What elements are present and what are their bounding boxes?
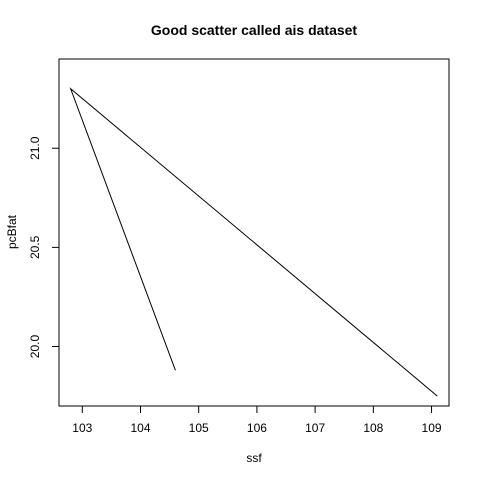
chart-title: Good scatter called ais dataset bbox=[151, 22, 358, 38]
y-tick-label: 20.0 bbox=[28, 335, 42, 359]
y-tick-label: 21.0 bbox=[28, 136, 42, 160]
x-tick-label: 106 bbox=[247, 421, 267, 435]
x-tick-label: 104 bbox=[130, 421, 150, 435]
y-tick-label: 20.5 bbox=[28, 235, 42, 259]
x-axis: 103 104 105 106 107 108 109 bbox=[72, 406, 442, 435]
plot-box bbox=[58, 58, 450, 407]
x-tick-label: 108 bbox=[363, 421, 383, 435]
x-tick-label: 109 bbox=[422, 421, 442, 435]
x-axis-label: ssf bbox=[246, 451, 262, 465]
y-axis: 20.0 20.5 21.0 bbox=[28, 136, 59, 358]
x-tick-label: 105 bbox=[189, 421, 209, 435]
x-tick-label: 107 bbox=[305, 421, 325, 435]
y-axis-label: pcBfat bbox=[5, 214, 19, 249]
series-line bbox=[69, 87, 438, 397]
x-tick-label: 103 bbox=[72, 421, 92, 435]
series-layer bbox=[69, 87, 438, 397]
